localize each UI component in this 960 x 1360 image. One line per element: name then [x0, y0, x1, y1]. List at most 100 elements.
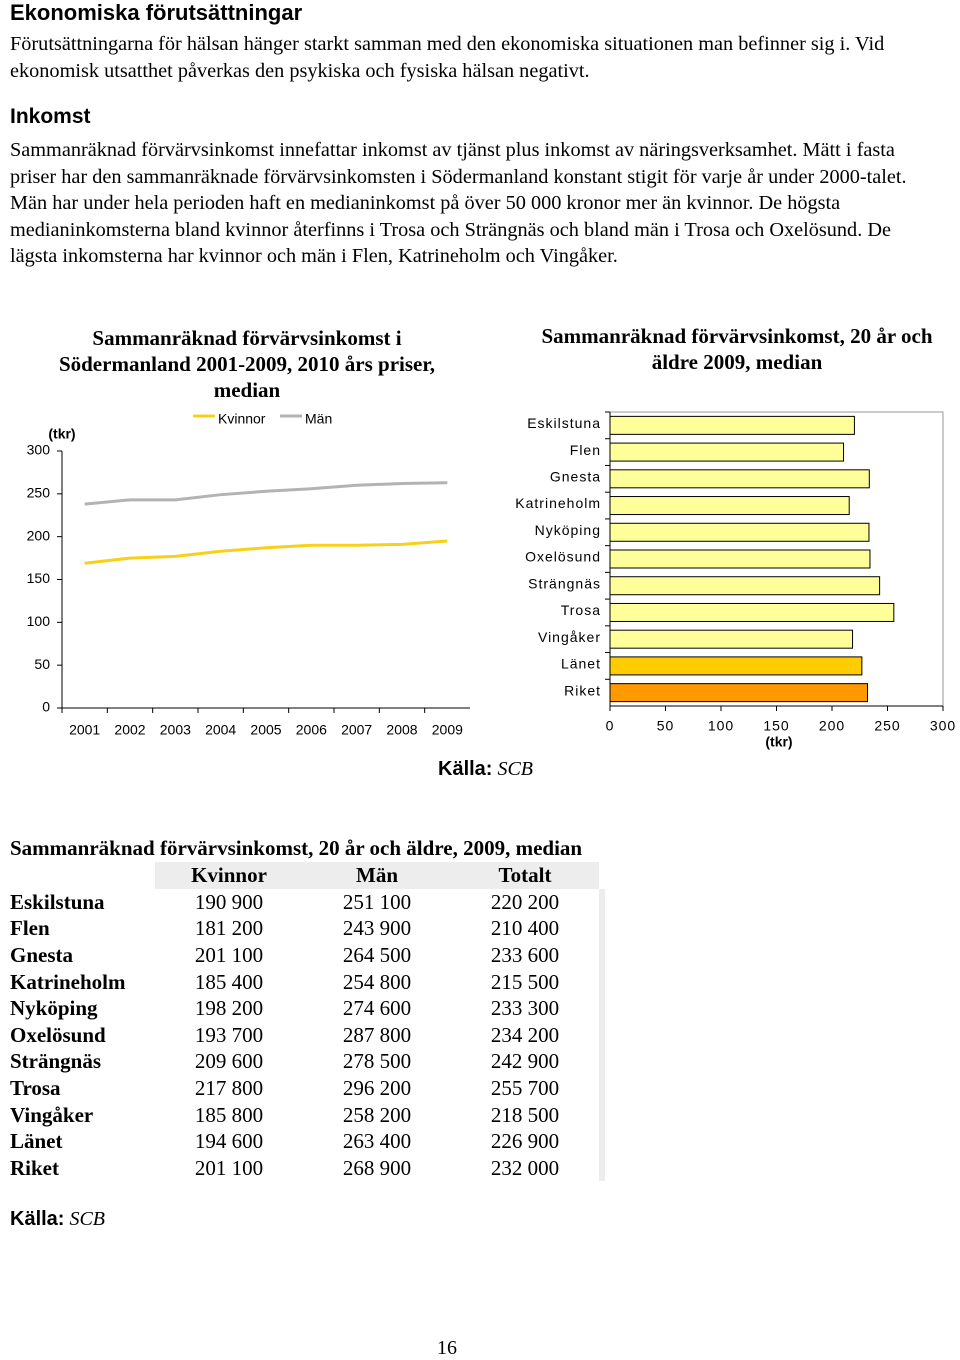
row-label: Flen — [10, 916, 50, 941]
table-row: Strängnäs 209 600 278 500 242 900 — [0, 1048, 599, 1075]
table-cell: 218 500 — [451, 1101, 599, 1128]
row-label: Trosa — [10, 1076, 61, 1101]
bar — [609, 602, 895, 622]
legend-label: Kvinnor — [218, 411, 266, 427]
column-header: Kvinnor — [155, 862, 303, 889]
table-cell: 243 900 — [303, 915, 451, 942]
table-row: Länet 194 600 263 400 226 900 — [0, 1127, 599, 1155]
table-row: Flen 181 200 243 900 210 400 — [0, 915, 599, 942]
bar — [609, 629, 854, 649]
table-cell: 251 100 — [303, 888, 451, 916]
table-cell: 220 200 — [451, 888, 599, 916]
x-tick-label: 2001 — [69, 722, 100, 738]
chart-title: Sammanräknad förvärvsinkomst i Södermanl… — [58, 326, 436, 402]
y-tick-label: Oxelösund — [525, 549, 601, 565]
row-label: Vingåker — [10, 1102, 94, 1127]
y-tick-label: 0 — [42, 699, 50, 715]
source-label: Källa: — [10, 1208, 65, 1230]
heading: Ekonomiska förutsättningar — [10, 0, 303, 25]
bar — [609, 496, 850, 516]
row-label: Strängnäs — [10, 1049, 102, 1074]
bar — [609, 656, 863, 676]
y-tick-label: Gnesta — [550, 469, 601, 485]
source-name: SCB — [497, 758, 534, 780]
x-tick-label: 2008 — [386, 722, 417, 738]
data-line — [84, 539, 448, 565]
y-tick-label: Strängnäs — [528, 575, 601, 591]
x-tick-label: 2007 — [341, 722, 372, 738]
table-cell: 287 800 — [303, 1021, 451, 1049]
y-tick-label: Katrineholm — [515, 495, 601, 511]
table-cell: 226 900 — [451, 1127, 599, 1155]
table-cell: 194 600 — [155, 1127, 303, 1155]
bar — [609, 522, 870, 542]
table-cell: 209 600 — [155, 1048, 303, 1075]
table-cell: 234 200 — [451, 1021, 599, 1049]
bar — [609, 549, 871, 569]
x-tick-label: 200 — [819, 718, 845, 734]
x-tick-label: 0 — [606, 718, 615, 734]
table-cell: 278 500 — [303, 1048, 451, 1075]
row-label: Oxelösund — [10, 1022, 106, 1047]
y-tick-label: Vingåker — [538, 629, 601, 645]
table-row: Oxelösund 193 700 287 800 234 200 — [0, 1021, 599, 1049]
table-cell: 185 400 — [155, 968, 303, 995]
table-cell: 210 400 — [451, 915, 599, 942]
table-title: Sammanräknad förvärvsinkomst, 20 år och … — [10, 836, 583, 860]
y-tick-label: 300 — [27, 442, 51, 458]
y-tick-label: 150 — [27, 570, 51, 586]
intro: Förutsättningarna för hälsan hänger star… — [10, 33, 885, 82]
table-cell: 181 200 — [155, 915, 303, 942]
charts: 0 50 100 150 200 250 300(tkr) 2001 2002 2003 2004 2… — [27, 411, 956, 750]
source-label: Källa: — [438, 758, 493, 780]
table-row: Riket 201 100 268 900 232 000 — [0, 1154, 599, 1182]
table-row: Katrineholm 185 400 254 800 215 500 — [0, 968, 599, 995]
table-cell: 255 700 — [451, 1074, 599, 1102]
x-tick-label: 100 — [708, 718, 734, 734]
table: Kvinnor Män Totalt Eskilstuna 190 900 251 100… — [0, 862, 599, 1182]
y-tick-label: Nyköping — [535, 522, 601, 538]
x-tick-label: 50 — [657, 718, 675, 734]
table-cell: 296 200 — [303, 1074, 451, 1102]
row-label: Riket — [10, 1155, 59, 1180]
table-row: Gnesta 201 100 264 500 233 600 — [0, 941, 599, 969]
y-tick-label: Eskilstuna — [527, 415, 601, 431]
table-cell: 215 500 — [451, 968, 599, 995]
table-cell: 263 400 — [303, 1127, 451, 1155]
bar — [609, 576, 881, 596]
y-tick-label: Flen — [570, 442, 601, 458]
x-tick-label: 2002 — [114, 722, 145, 738]
table-cell: 254 800 — [303, 968, 451, 995]
table-cell: 258 200 — [303, 1101, 451, 1128]
table-cell: 242 900 — [451, 1048, 599, 1075]
chart-title: Sammanräknad förvärvsinkomst, 20 år och … — [541, 324, 933, 374]
table-row: Nyköping 198 200 274 600 233 300 — [0, 994, 599, 1022]
page-number: 16 — [437, 1337, 457, 1359]
table-row: Eskilstuna 190 900 251 100 220 200 — [0, 888, 599, 916]
y-tick-label: 250 — [27, 485, 51, 501]
bar — [609, 469, 870, 489]
bar — [609, 683, 869, 703]
y-tick-label: Trosa — [561, 602, 601, 618]
bar — [609, 415, 855, 435]
table-source: Källa: SCB — [10, 1208, 105, 1231]
data-line — [84, 481, 448, 506]
x-tick-label: 2003 — [160, 722, 191, 738]
x-tick-label: 2004 — [205, 722, 236, 738]
chart-source: Källa: SCB — [438, 758, 533, 781]
table-cell: 264 500 — [303, 941, 451, 969]
column-header: Totalt — [451, 862, 599, 889]
y-tick-label: 50 — [34, 656, 50, 672]
y-tick-label: 200 — [27, 527, 51, 543]
table-cell: 198 200 — [155, 994, 303, 1022]
row-label: Nyköping — [10, 996, 98, 1021]
table-cell: 233 300 — [451, 994, 599, 1022]
y-axis-label: (tkr) — [48, 426, 75, 442]
x-tick-label: 250 — [874, 718, 900, 734]
column-header: Män — [303, 862, 451, 889]
table-cell: 190 900 — [155, 888, 303, 916]
y-tick-label: Länet — [561, 656, 601, 672]
y-tick-label: 100 — [27, 613, 51, 629]
body-text: Sammanräknad förvärvsinkomst innefattar … — [10, 139, 907, 268]
